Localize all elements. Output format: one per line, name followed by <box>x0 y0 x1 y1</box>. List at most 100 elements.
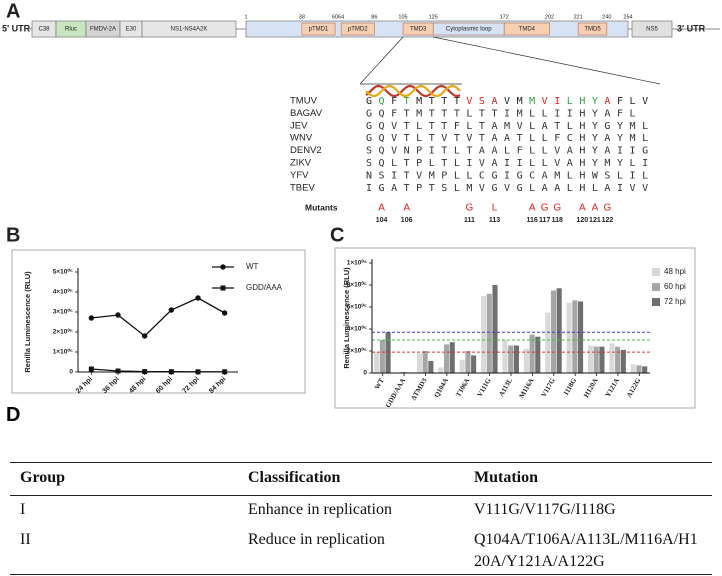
mutant-position: 120 <box>577 217 589 224</box>
bar <box>428 360 434 373</box>
mutant-position: 104 <box>376 217 388 224</box>
residue: L <box>642 121 648 132</box>
residue: L <box>416 133 422 144</box>
bar <box>535 336 541 373</box>
bar <box>379 340 385 373</box>
residue: A <box>491 133 497 144</box>
species-name: TBEV <box>290 182 315 193</box>
table-cell: V111G/V117G/I118G <box>474 501 616 518</box>
residue: M <box>429 170 435 181</box>
data-point <box>88 366 94 372</box>
residue: Y <box>617 133 623 144</box>
bar <box>566 302 572 373</box>
x-tick-label: M116A <box>518 377 536 400</box>
residue: M <box>554 170 560 181</box>
residue: C <box>479 170 485 181</box>
residue: L <box>391 158 397 169</box>
residue: M <box>416 96 422 107</box>
panel-label: B <box>6 224 20 246</box>
domain-box <box>301 22 336 36</box>
table-rule <box>10 495 712 496</box>
panel-label: D <box>6 404 21 426</box>
mutant-residue: G <box>466 203 474 214</box>
residue: I <box>391 170 397 181</box>
residue: I <box>504 108 510 119</box>
residue: Q <box>379 121 385 132</box>
data-point <box>88 315 95 321</box>
residue: Q <box>379 133 385 144</box>
domain-label: TMD4 <box>519 27 536 33</box>
position-label: 221 <box>574 14 583 20</box>
residue: V <box>479 158 485 169</box>
residue: P <box>441 170 447 181</box>
position-label: 64 <box>338 14 344 20</box>
legend-label: 48 hpi <box>664 267 686 276</box>
residue: T <box>404 183 410 194</box>
residue: L <box>630 96 636 107</box>
residue: L <box>454 170 460 181</box>
position-label: 60 <box>332 14 338 20</box>
residue: L <box>630 158 636 169</box>
bar <box>492 285 498 373</box>
position-label: 1 <box>244 14 247 20</box>
residue: A <box>604 108 610 119</box>
x-tick-label: T106A <box>454 377 471 399</box>
position-label: 254 <box>623 14 632 20</box>
residue: I <box>504 170 510 181</box>
bar <box>599 346 605 373</box>
bar <box>636 365 642 373</box>
residue: A <box>567 158 573 169</box>
residue: Y <box>592 121 598 132</box>
residue: P <box>416 158 422 169</box>
residue: V <box>504 96 510 107</box>
data-point <box>141 333 148 339</box>
y-tick-label: 8×10⁰⁵ <box>347 281 367 289</box>
bar <box>443 344 450 373</box>
residue: V <box>416 170 422 181</box>
residue: L <box>542 108 548 119</box>
y-tick-label: 0 <box>69 369 73 376</box>
residue: G <box>517 170 523 181</box>
residue: T <box>491 108 497 119</box>
residue: V <box>642 183 648 194</box>
data-point <box>115 312 121 318</box>
species-name: BAGAV <box>290 108 323 119</box>
residue: T <box>429 133 435 144</box>
bar <box>630 364 636 373</box>
zoom-line <box>359 36 404 85</box>
residue: S <box>604 170 610 181</box>
bar <box>593 346 599 373</box>
mutant-residue: A <box>592 203 599 214</box>
species-name: ZIKV <box>290 158 312 169</box>
legend-swatch <box>652 298 660 306</box>
residue: L <box>416 121 422 132</box>
y-tick-label: 0 <box>363 370 367 377</box>
residue: T <box>517 133 523 144</box>
segment-label: E30 <box>126 27 137 33</box>
bar <box>572 300 578 373</box>
residue: L <box>567 170 573 181</box>
legend-swatch <box>652 283 660 291</box>
residue: Y <box>592 146 598 157</box>
residue: I <box>617 183 623 194</box>
utr-label: 5' UTR <box>2 23 31 33</box>
residue: V <box>554 158 560 169</box>
bar <box>465 351 471 373</box>
residue: A <box>567 146 573 157</box>
residue: A <box>604 183 610 194</box>
domain-label: pTMD1 <box>309 27 329 33</box>
residue: M <box>630 121 636 132</box>
residue: T <box>441 96 447 107</box>
table-cell: Reduce in replication <box>248 531 385 548</box>
bar <box>385 332 391 373</box>
residue: S <box>479 96 485 107</box>
position-label: 240 <box>602 14 611 20</box>
residue: F <box>617 108 623 119</box>
y-tick-label: 1×10⁰⁶ <box>347 259 367 267</box>
table-header: Group <box>20 469 66 486</box>
residue: A <box>491 146 497 157</box>
residue: L <box>542 146 548 157</box>
residue: G <box>517 183 523 194</box>
residue: G <box>491 170 497 181</box>
